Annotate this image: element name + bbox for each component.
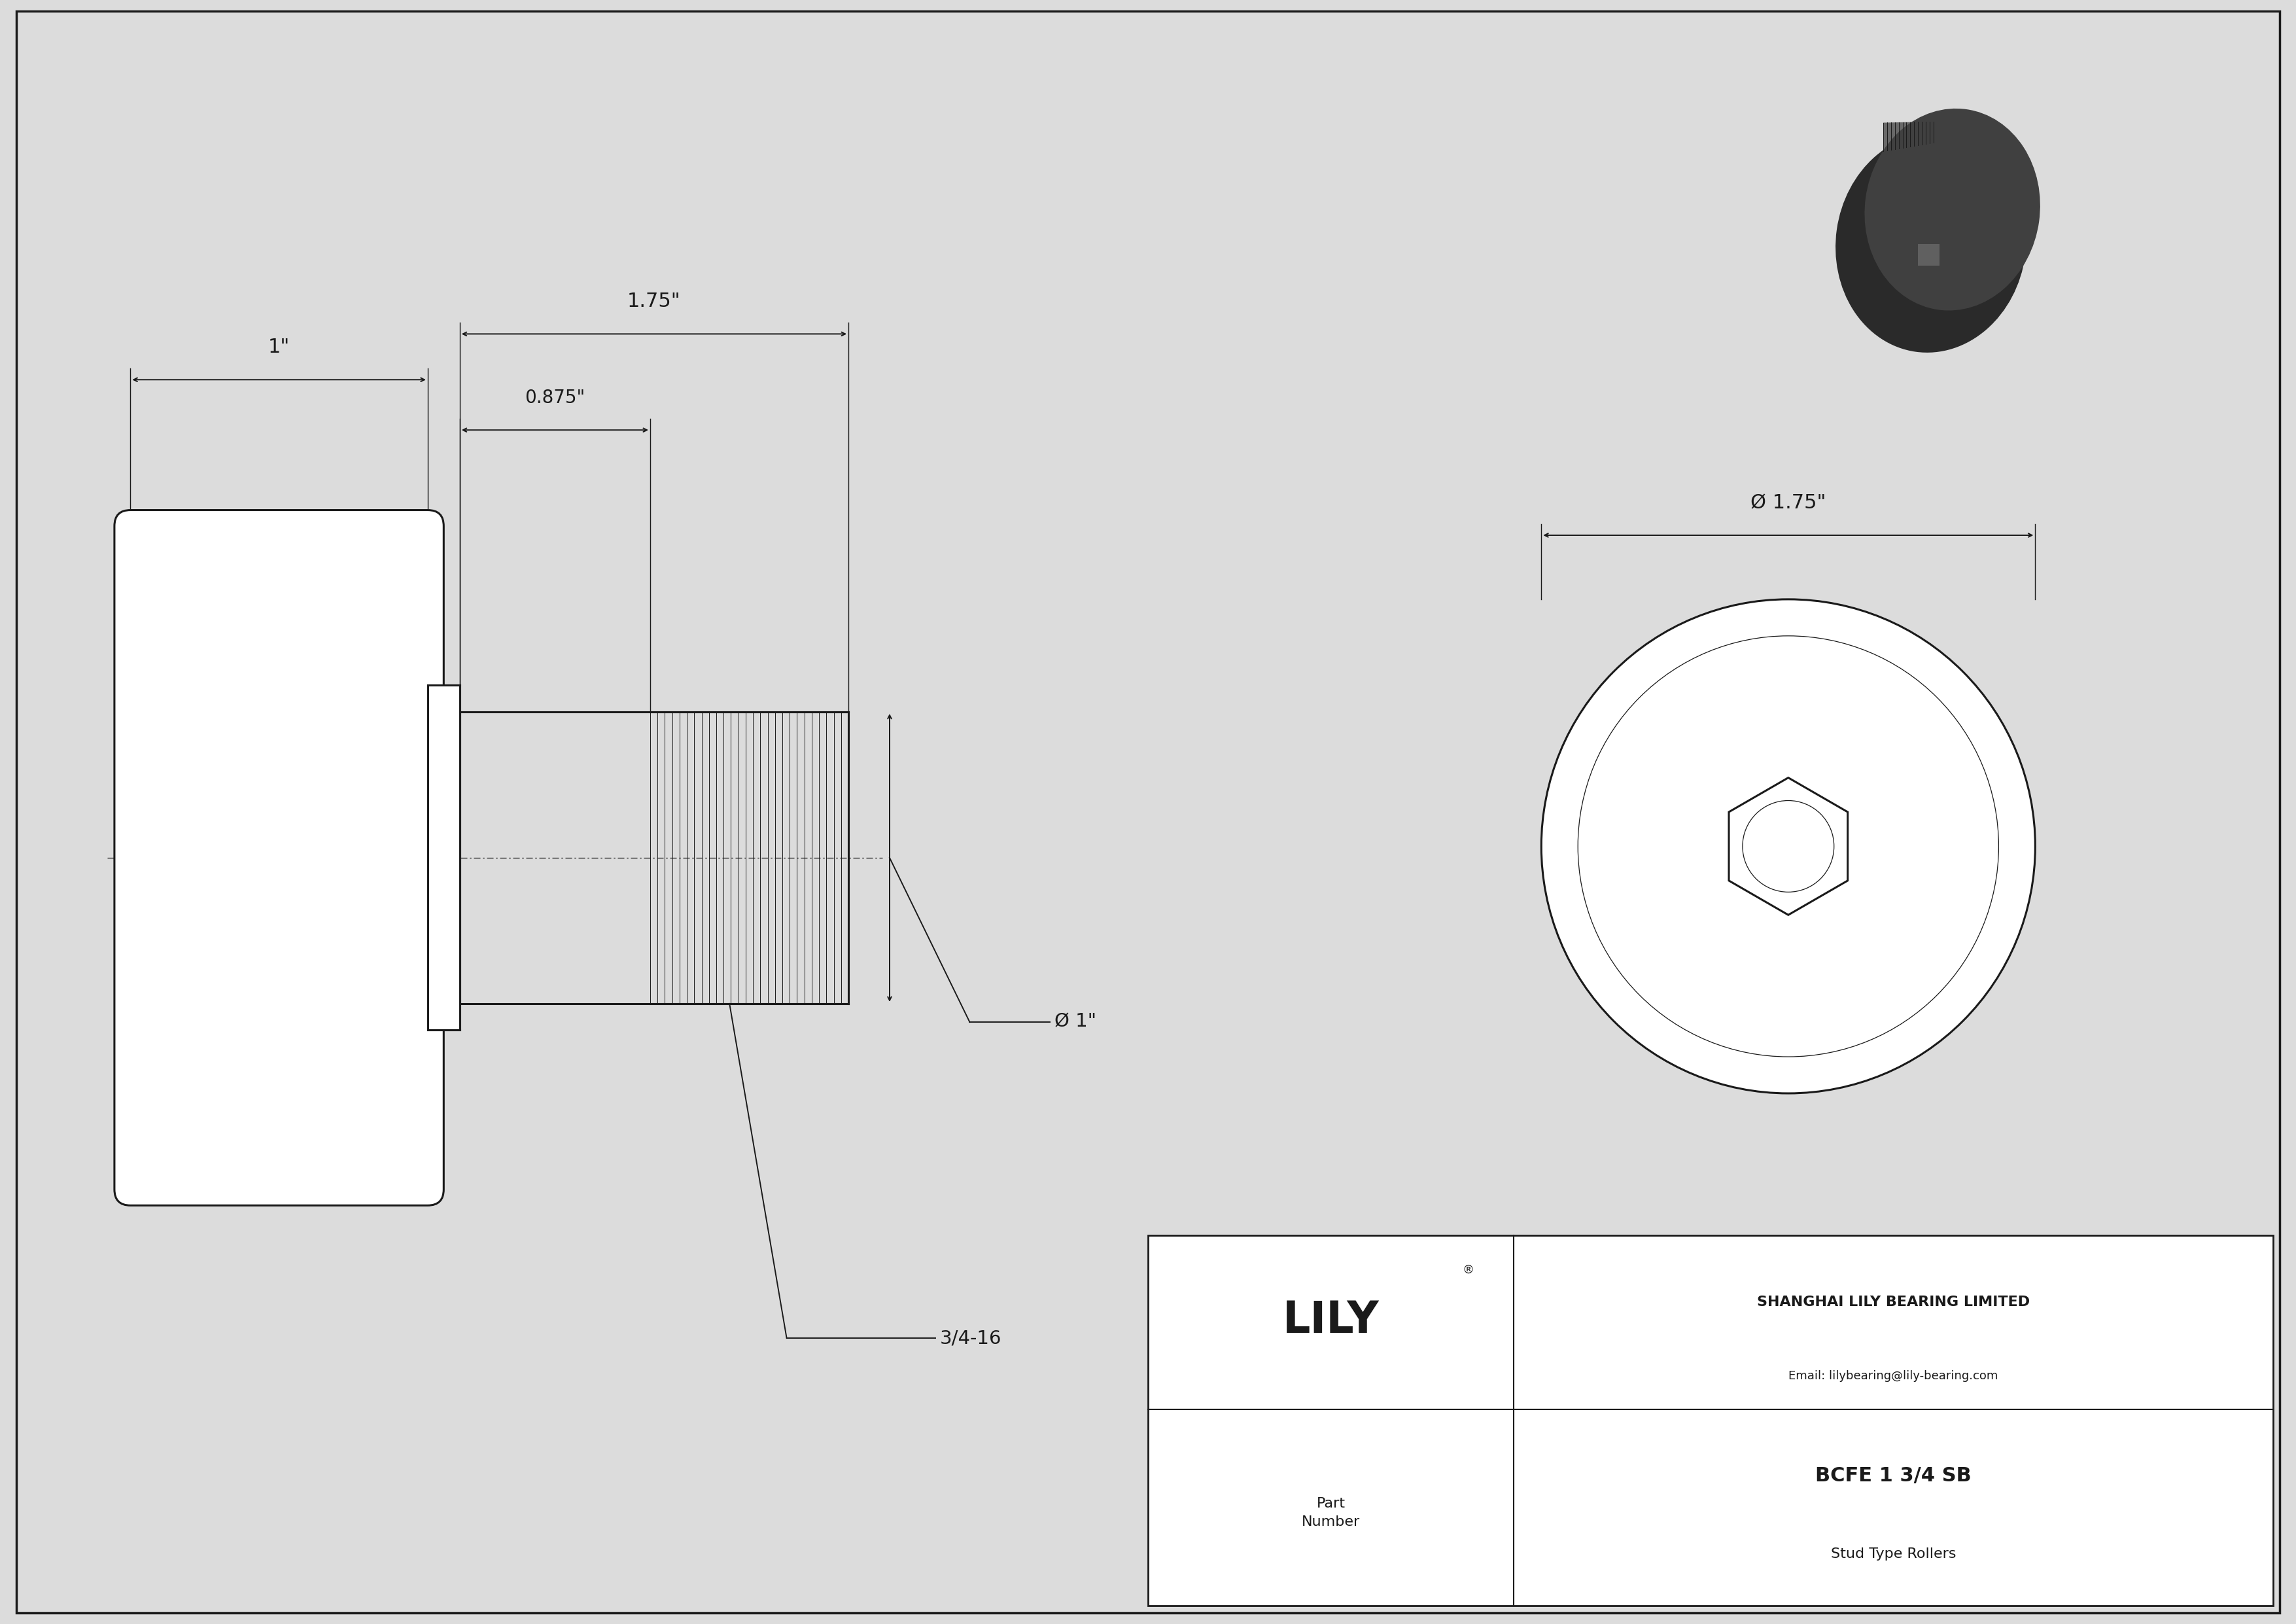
Text: Part
Number: Part Number: [1302, 1497, 1359, 1528]
Text: SHANGHAI LILY BEARING LIMITED: SHANGHAI LILY BEARING LIMITED: [1756, 1296, 2030, 1309]
Text: Stud Type Rollers: Stud Type Rollers: [1830, 1548, 1956, 1561]
Bar: [427, 685, 459, 1030]
Text: 3/4-16: 3/4-16: [939, 1328, 1001, 1348]
Text: 1": 1": [269, 338, 289, 357]
Bar: [1148, 1236, 2273, 1606]
Circle shape: [1743, 801, 1835, 892]
Polygon shape: [1883, 122, 1933, 151]
Text: 1.75": 1.75": [627, 292, 682, 312]
Ellipse shape: [1835, 133, 2027, 352]
FancyBboxPatch shape: [115, 510, 443, 1205]
Text: ®: ®: [1463, 1263, 1474, 1276]
Text: Ø 1.75": Ø 1.75": [1750, 494, 1825, 512]
Text: 0.875": 0.875": [526, 388, 585, 408]
Polygon shape: [1883, 123, 1991, 182]
Polygon shape: [1917, 244, 1940, 266]
Text: LILY: LILY: [1283, 1299, 1380, 1341]
Text: Ø 1": Ø 1": [1054, 1013, 1095, 1031]
Ellipse shape: [1864, 109, 2041, 310]
Circle shape: [1577, 637, 1998, 1057]
Circle shape: [1541, 599, 2034, 1093]
Polygon shape: [1729, 778, 1848, 914]
Text: BCFE 1 3/4 SB: BCFE 1 3/4 SB: [1816, 1466, 1972, 1486]
Text: Email: lilybearing@lily-bearing.com: Email: lilybearing@lily-bearing.com: [1789, 1371, 1998, 1382]
